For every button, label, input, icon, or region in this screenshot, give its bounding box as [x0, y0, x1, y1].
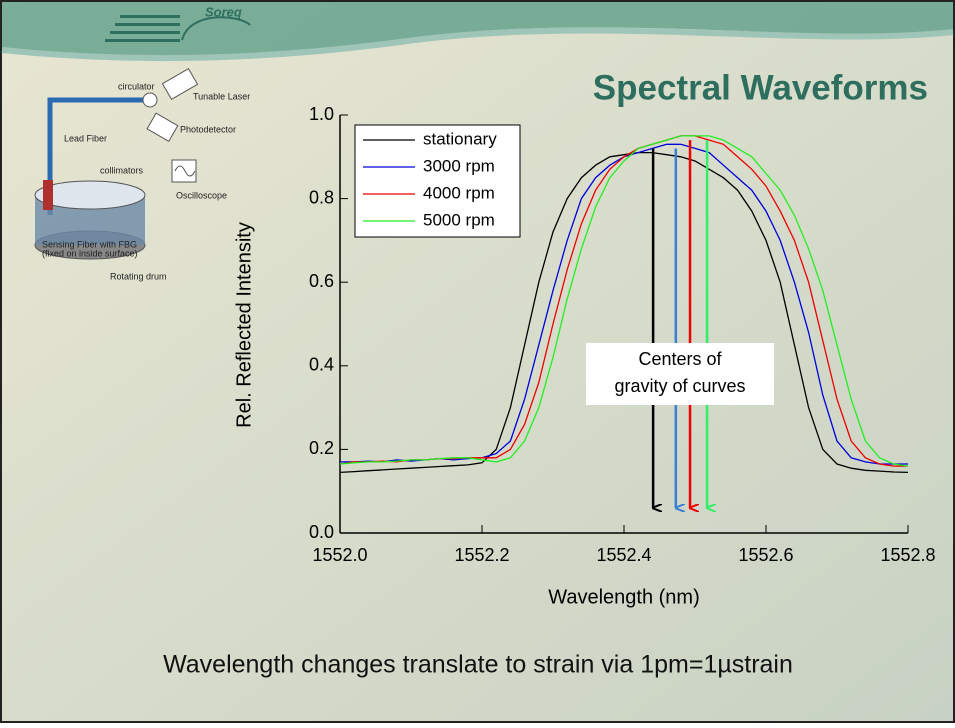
- x-tick-label: 1552.8: [880, 545, 935, 565]
- y-tick-label: 0.6: [309, 271, 334, 291]
- header-wave-line: [1, 27, 954, 62]
- annotation: gravity of curves: [614, 376, 745, 396]
- diagram-label: Oscilloscope: [176, 190, 227, 200]
- series-line: [339, 135, 909, 467]
- x-tick-label: 1552.6: [738, 545, 793, 565]
- annotation: Centers of: [638, 349, 722, 369]
- legend-label: 4000 rpm: [423, 183, 495, 202]
- x-axis-label: Wavelength (nm): [548, 586, 700, 608]
- legend-label: 3000 rpm: [423, 156, 495, 175]
- y-tick-label: 0.0: [309, 522, 334, 542]
- diagram-label: Lead Fiber: [64, 133, 107, 143]
- series-line: [339, 151, 909, 474]
- diagram-label: Rotating drum: [110, 271, 167, 281]
- y-tick-label: 0.4: [309, 355, 334, 375]
- diagram-label: Sensing Fiber with FBG: [42, 239, 137, 249]
- diagram-label: collimators: [100, 165, 144, 175]
- y-tick-label: 0.2: [309, 438, 334, 458]
- x-tick-label: 1552.2: [454, 545, 509, 565]
- y-tick-label: 0.8: [309, 187, 334, 207]
- diagram-label: (fixed on inside surface): [42, 248, 138, 258]
- legend-label: 5000 rpm: [423, 210, 495, 229]
- x-tick-label: 1552.0: [312, 545, 367, 565]
- annotation-box: [586, 343, 774, 405]
- diagram-label: Tunable Laser: [193, 91, 250, 101]
- caption: Wavelength changes translate to strain v…: [163, 651, 793, 679]
- logo-text: Soreq: [205, 4, 242, 19]
- legend-box: [354, 124, 521, 238]
- diagram-label: circulator: [118, 81, 155, 91]
- logo: Soreq: [105, 4, 251, 42]
- header-wave: [2, 2, 953, 57]
- y-axis-label: Rel. Reflected Intensity: [233, 222, 255, 428]
- legend-label: stationary: [423, 129, 497, 148]
- diagram-label: Photodetector: [180, 124, 236, 134]
- slide-title: Spectral Waveforms: [593, 68, 928, 107]
- setup-diagram: circulator Tunable Laser Photodetector L…: [34, 68, 250, 281]
- y-tick-label: 1.0: [309, 104, 334, 124]
- x-tick-label: 1552.4: [596, 545, 651, 565]
